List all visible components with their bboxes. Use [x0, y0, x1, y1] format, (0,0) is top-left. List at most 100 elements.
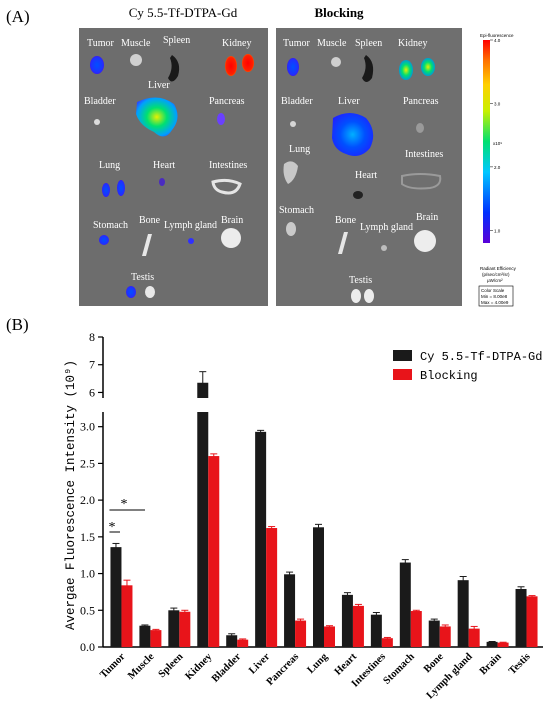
bar-blocking [121, 585, 133, 647]
treated-organ-labels: Tumor Muscle Spleen Kidney Bladder Liver… [84, 35, 251, 283]
bar-blocking [497, 642, 509, 647]
colorbar-tick-label: 3.0 [494, 101, 501, 106]
organ-kidney-right-signal [242, 54, 254, 72]
organ-stomach-signal [99, 235, 109, 245]
bar-blocking [324, 626, 335, 647]
blocking-label-lung: Lung [289, 144, 310, 155]
y-tick-label: 2.5 [80, 456, 95, 470]
organ-tumor-signal [90, 56, 104, 74]
organ-label-stomach: Stomach [93, 220, 128, 231]
blocking-label-pancreas: Pancreas [403, 96, 439, 107]
colorbar: Epi-fluorescence 4.0 3.0 2.0 1.0 x10⁹ Radia… [478, 33, 517, 307]
bar-blocking [237, 639, 249, 647]
panel-b-letter: (B) [6, 315, 29, 334]
bar-chart: 0.0 0.5 1.0 1.5 2.0 2.5 3.0 6 7 8 Avergae Fluoresc… [64, 330, 543, 701]
organ-bone [142, 234, 152, 256]
treated-organ-images [90, 54, 254, 298]
bar-treated-lower [197, 412, 209, 647]
bar-blocking [179, 611, 191, 647]
colorbar-tick-label: 4.0 [494, 38, 501, 43]
significance-star: * [121, 497, 128, 512]
panel-a-letter: (A) [6, 7, 30, 26]
colorbar-scale-line-2: Min = 8.00e8 [481, 294, 508, 299]
organ-label-testis: Testis [131, 272, 154, 283]
bar-treated [313, 527, 324, 647]
y-axis-label: Avergae Fluorescence Intensity (10⁹) [64, 360, 78, 630]
blocking-brain [414, 230, 436, 252]
blocking-label-lymph-gland: Lymph gland [360, 222, 413, 233]
blocking-tumor-signal [287, 58, 299, 76]
organ-label-tumor: Tumor [87, 38, 115, 49]
organ-label-bladder: Bladder [84, 96, 116, 107]
organ-testis-left-signal [126, 286, 136, 298]
y-tick-label: 0.5 [80, 603, 95, 617]
colorbar-ticks: 4.0 3.0 2.0 1.0 [490, 38, 501, 233]
organ-brain [221, 228, 241, 248]
organ-label-pancreas: Pancreas [209, 96, 245, 107]
organ-kidney-left-signal [225, 56, 237, 76]
y-tick-label: 6 [89, 385, 95, 399]
legend-label: Blocking [420, 369, 478, 383]
colorbar-title: Epi-fluorescence [480, 33, 514, 38]
legend-swatch [393, 350, 412, 361]
blocking-bladder [290, 121, 296, 127]
organ-label-kidney: Kidney [222, 38, 251, 49]
blocking-testis-left [351, 289, 361, 303]
bar-blocking [295, 620, 307, 647]
bar-treated [255, 431, 267, 647]
bar-blocking [526, 596, 538, 647]
bar-blocking [352, 605, 364, 647]
blocking-pancreas [416, 123, 424, 133]
significance-star: * [109, 520, 116, 535]
bar-treated [399, 562, 411, 647]
bar-treated [341, 594, 353, 647]
colorbar-caption-line-1: Radiant Efficiency [480, 266, 517, 271]
colorbar-scale-line-3: Max = 4.00e9 [481, 300, 509, 305]
x-tick-label: Liver [247, 651, 272, 676]
blocking-intestines [401, 173, 442, 190]
organ-label-liver: Liver [148, 80, 170, 91]
x-tick-label: Stomach [381, 651, 417, 687]
bar-treated [110, 547, 122, 647]
bar-treated [515, 588, 527, 647]
legend-swatch [393, 369, 412, 380]
bar-treated [428, 620, 440, 647]
organ-intestines [211, 178, 242, 195]
bar-blocking [266, 528, 278, 647]
blocking-label-intestines: Intestines [405, 149, 443, 160]
blocking-liver-signal [332, 113, 374, 156]
x-tick-label: Testis [507, 651, 533, 677]
blocking-label-muscle: Muscle [317, 38, 347, 49]
organ-spleen [168, 55, 180, 82]
organ-label-lymph-gland: Lymph gland [164, 220, 217, 231]
organ-label-heart: Heart [153, 160, 175, 171]
blocking-label-heart: Heart [355, 170, 377, 181]
y-tick-label: 2.0 [80, 493, 95, 507]
blocking-muscle [331, 57, 341, 67]
organ-heart-signal [159, 178, 165, 186]
bar-blocking [468, 628, 480, 647]
organ-bladder [94, 119, 100, 125]
colorbar-caption-line-2: (p/sec/cm²/sr) [482, 272, 510, 277]
organ-label-brain: Brain [221, 215, 243, 226]
organ-label-spleen: Spleen [163, 35, 190, 46]
blocking-label-bladder: Bladder [281, 96, 313, 107]
bar-blocking [381, 638, 393, 647]
organ-pancreas-signal [217, 113, 225, 125]
blocking-organ-images [283, 55, 442, 303]
organ-label-intestines: Intestines [209, 160, 247, 171]
blocking-label-liver: Liver [338, 96, 360, 107]
organ-label-muscle: Muscle [121, 38, 151, 49]
blocking-label-brain: Brain [416, 212, 438, 223]
bar-treated [168, 610, 180, 647]
bar-blocking [208, 456, 220, 647]
x-tick-label: Bone [422, 651, 446, 675]
organ-lymph-gland-signal [188, 238, 194, 244]
x-tick-label: Tumor [98, 651, 128, 681]
bar-treated [139, 625, 151, 647]
blocking-bone [338, 232, 348, 254]
blocking-spleen [362, 55, 374, 82]
organ-lung-left-signal [102, 183, 110, 197]
colorbar-caption-line-3: μW/cm² [487, 278, 503, 283]
y-tick-label: 8 [89, 330, 95, 344]
